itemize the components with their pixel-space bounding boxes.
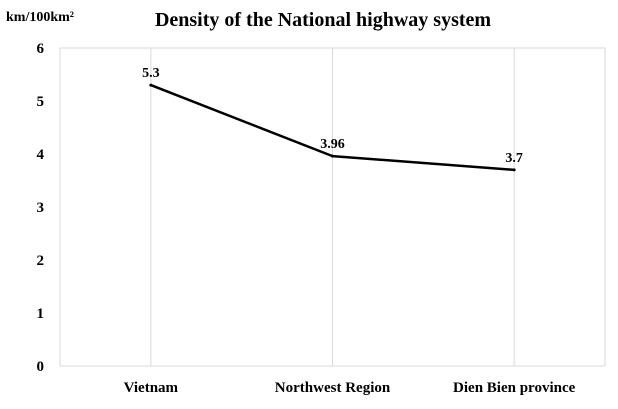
- y-tick-label-1: 1: [37, 306, 45, 322]
- chart-title: Density of the National highway system: [155, 9, 491, 31]
- data-point-1: [331, 154, 334, 158]
- data-label-0: 5.3: [142, 66, 160, 81]
- data-label-1: 3.96: [320, 137, 345, 152]
- data-point-2: [512, 168, 516, 172]
- y-tick-label-6: 6: [37, 41, 45, 57]
- data-point-0: [149, 83, 153, 87]
- x-tick-label-1: Northwest Region: [275, 380, 391, 396]
- y-tick-label-5: 5: [37, 94, 45, 110]
- y-tick-label-2: 2: [37, 253, 45, 269]
- y-tick-label-3: 3: [37, 200, 45, 216]
- data-label-2: 3.7: [505, 151, 523, 166]
- plot-area: 0 1 2 3 4 5 6 Vietnam Northwest Region Dien Bien …: [37, 41, 606, 396]
- y-tick-label-0: 0: [37, 359, 45, 375]
- y-axis-unit-label: km/100km²: [6, 10, 74, 25]
- x-tick-label-2: Dien Bien province: [453, 380, 576, 396]
- x-tick-label-0: Vietnam: [124, 380, 179, 396]
- y-tick-label-4: 4: [37, 147, 45, 163]
